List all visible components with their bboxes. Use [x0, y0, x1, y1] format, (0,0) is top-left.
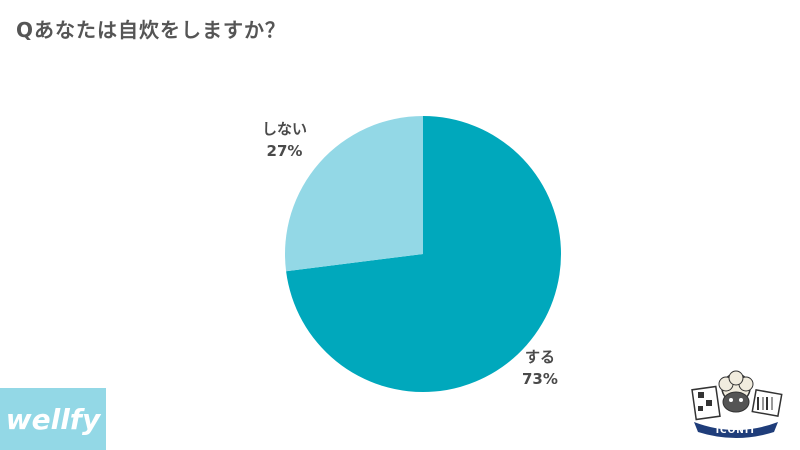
chart-title: Qあなたは自炊をしますか？ — [16, 18, 287, 42]
slice-name: しない — [262, 120, 308, 138]
pie-slice-0 — [286, 116, 561, 392]
badge-text: ICONIT — [715, 426, 757, 436]
slice-name: する — [524, 348, 555, 366]
iconit-badge: ICONIT — [686, 370, 786, 440]
wellfy-logo: wellfy — [0, 388, 106, 450]
pie-slice-1 — [284, 116, 423, 272]
sheep-mascot-icon — [691, 370, 783, 438]
slice-label-suru: する 73% — [522, 346, 558, 390]
slice-percent: 27% — [266, 142, 303, 160]
slice-label-shinai: しない 27% — [262, 118, 307, 162]
slice-percent: 73% — [522, 370, 558, 388]
